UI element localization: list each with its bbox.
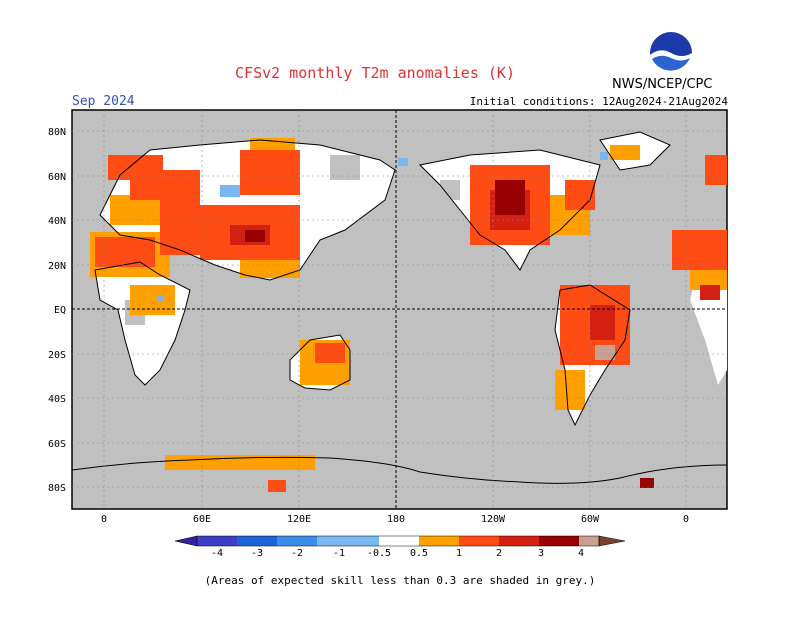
colorbar-arrow-high [598,535,626,547]
lon-label: 120E [287,514,311,525]
colorbar-label: -0.5 [367,548,391,559]
colorbar-swatch [277,536,317,546]
colorbar-swatch [539,536,579,546]
agency-label: NWS/NCEP/CPC [612,77,713,92]
lon-label: 60W [581,514,600,525]
colorbar-swatch [197,536,237,546]
skill-footnote: (Areas of expected skill less than 0.3 a… [204,574,596,587]
noaa-logo [650,32,693,75]
lon-label: 120W [481,514,506,525]
lat-label: 20N [48,261,66,272]
colorbar-swatch [579,536,599,546]
colorbar-swatch [419,536,459,546]
lat-label: 20S [48,350,66,361]
colorbar-label: 0.5 [410,548,428,559]
gridlines [72,110,727,509]
longitude-labels: 0 60E 120E 180 120W 60W 0 [101,514,689,525]
colorbar-swatch [379,536,419,546]
colorbar-swatch [317,536,357,546]
chart-title: CFSv2 monthly T2m anomalies (K) [235,64,515,82]
lon-label: 0 [683,514,689,525]
anomaly-cool [158,152,608,302]
lat-label: 40S [48,394,66,405]
latitude-labels: 80N 60N 40N 20N EQ 20S 40S 60S 80S [48,127,66,494]
colorbar-label: -3 [251,548,263,559]
lon-label: 0 [101,514,107,525]
colorbar-swatch [459,536,499,546]
colorbar-arrow-low [174,535,198,547]
colorbar-swatch [499,536,539,546]
lat-label: 80N [48,127,66,138]
colorbar-swatch [237,536,277,546]
lat-label: 40N [48,216,66,227]
colorbar-label: -1 [333,548,345,559]
lon-label: 60E [193,514,211,525]
colorbar-swatch [357,536,379,546]
initial-conditions: Initial conditions: 12Aug2024-21Aug2024 [469,95,728,108]
colorbar-label: -4 [211,548,223,559]
colorbar-label: 4 [578,548,584,559]
colorbar-label: 2 [496,548,502,559]
lat-label: EQ [54,305,66,316]
colorbar-label: 3 [538,548,544,559]
anomaly-4-5 [595,345,615,360]
colorbar-label: -2 [291,548,303,559]
lat-label: 60S [48,439,66,450]
lon-label: 180 [387,514,405,525]
antarctica-coast [71,456,728,484]
anomaly-3-4 [245,180,654,488]
forecast-month: Sep 2024 [72,94,135,109]
colorbar-label: 1 [456,548,462,559]
lat-label: 60N [48,172,66,183]
lat-label: 80S [48,483,66,494]
